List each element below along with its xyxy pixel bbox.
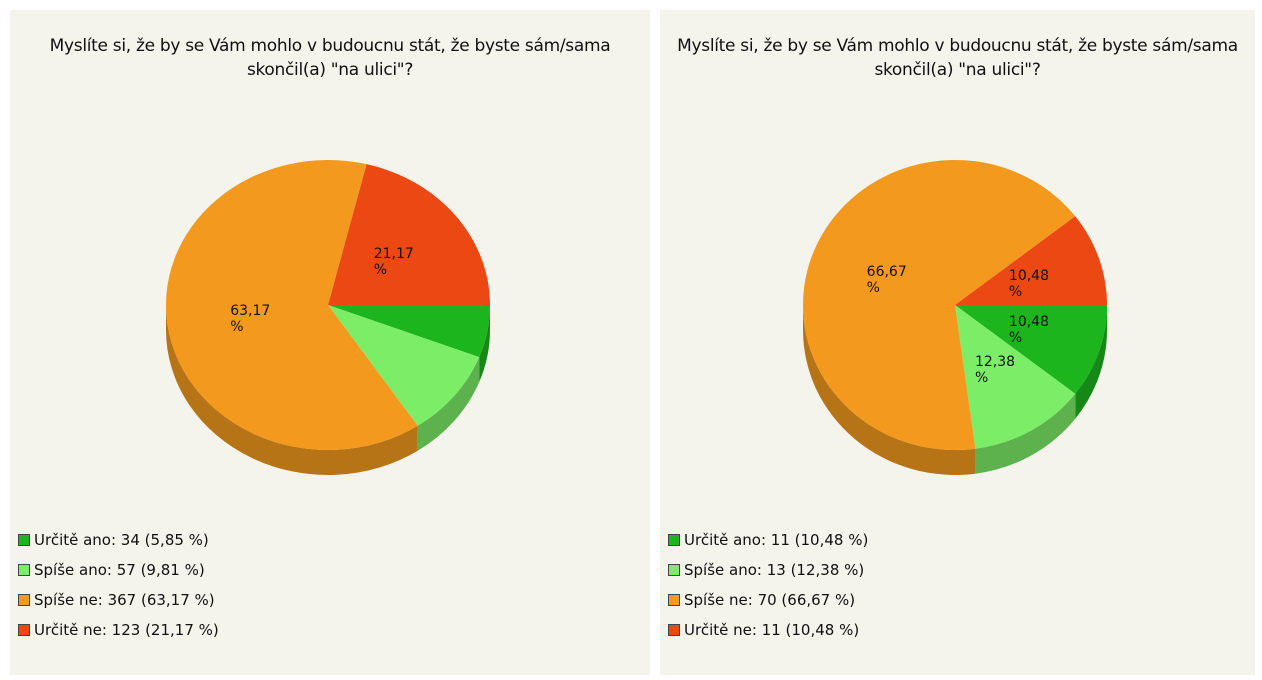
legend-swatch [18, 564, 30, 576]
legend-label: Určitě ano: 34 (5,85 %) [34, 531, 209, 549]
legend-swatch [668, 534, 680, 546]
legend-item: Spíše ano: 13 (12,38 %) [668, 560, 864, 580]
legend-item: Spíše ne: 367 (63,17 %) [18, 590, 215, 610]
legend-label: Spíše ano: 13 (12,38 %) [684, 561, 865, 579]
legend-swatch [668, 594, 680, 606]
legend-swatch [668, 564, 680, 576]
slice-label: 12,38 % [974, 353, 1016, 386]
legend-swatch [18, 534, 30, 546]
pie-chart [166, 160, 490, 475]
legend-item: Určitě ano: 11 (10,48 %) [668, 530, 868, 550]
slice-label: 10,48 % [1008, 314, 1049, 347]
legend-item: Určitě ano: 34 (5,85 %) [18, 530, 209, 550]
legend-label: Určitě ne: 11 (10,48 %) [684, 621, 860, 639]
legend-label: Spíše ne: 70 (66,67 %) [684, 591, 856, 609]
pie-slice [803, 160, 1076, 450]
pie-side [479, 305, 490, 383]
chart-title: Myslíte si, že by se Vám mohlo v budoucn… [677, 36, 1238, 80]
pie-slice [328, 305, 490, 358]
legend-swatch [18, 594, 30, 606]
legend-item: Spíše ano: 57 (9,81 %) [18, 560, 205, 580]
pie-slice [328, 164, 490, 305]
chart-panel: Myslíte si, že by se Vám mohlo v budoucn… [660, 10, 1255, 675]
legend-label: Spíše ne: 367 (63,17 %) [34, 591, 215, 609]
chart-panel: Myslíte si, že by se Vám mohlo v budoucn… [10, 10, 650, 675]
slice-label: 63,17 % [230, 303, 271, 336]
pie-chart [803, 160, 1107, 475]
slice-label: 21,17 % [373, 246, 414, 279]
legend-item: Spíše ne: 70 (66,67 %) [668, 590, 855, 610]
legend-item: Určitě ne: 11 (10,48 %) [668, 620, 859, 640]
pie-side [975, 393, 1076, 474]
pie-side [803, 305, 976, 475]
legend-item: Určitě ne: 123 (21,17 %) [18, 620, 219, 640]
pie-slice [328, 305, 480, 426]
pie-side [1075, 305, 1107, 419]
pie-side [417, 357, 480, 451]
slice-label: 66,67 % [866, 263, 907, 296]
pie-slice [955, 305, 1076, 449]
pie-side [166, 305, 418, 475]
pie-slice [166, 160, 418, 450]
legend-label: Určitě ne: 123 (21,17 %) [34, 621, 219, 639]
legend-swatch [668, 624, 680, 636]
pie-slice [955, 305, 1107, 394]
slice-label: 10,48 % [1008, 267, 1049, 300]
pie-slice [955, 216, 1107, 305]
legend-label: Spíše ano: 57 (9,81 %) [34, 561, 205, 579]
legend-swatch [18, 624, 30, 636]
legend-label: Určitě ano: 11 (10,48 %) [684, 531, 869, 549]
chart-title: Myslíte si, že by se Vám mohlo v budoucn… [49, 36, 611, 80]
